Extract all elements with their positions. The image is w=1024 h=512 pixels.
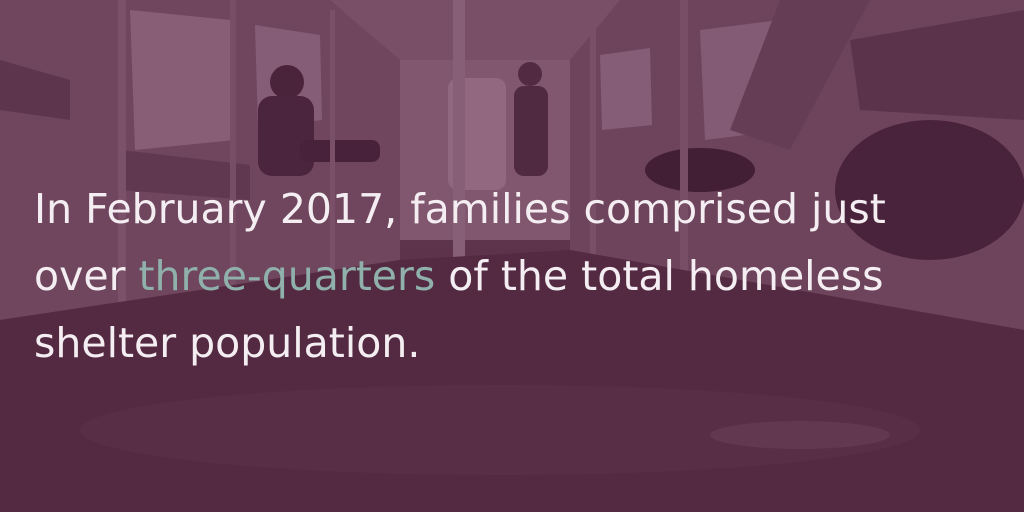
standing-person-head	[518, 62, 542, 86]
right-pole-2	[680, 0, 688, 300]
quote-text: In February 2017, families comprised jus…	[34, 176, 964, 377]
left-seat-far	[120, 150, 250, 200]
standing-person-body	[514, 86, 548, 176]
passenger-shoe	[645, 148, 755, 192]
bag	[835, 120, 1024, 260]
floor-highlight	[710, 421, 890, 449]
right-seat	[850, 10, 1024, 120]
ceiling	[330, 0, 620, 60]
passenger-leg	[730, 0, 870, 150]
floor-reflection	[80, 385, 920, 475]
person-body	[258, 96, 314, 176]
center-pole	[453, 0, 465, 300]
quote-line-2-start: over	[34, 252, 139, 300]
person-head	[270, 65, 304, 99]
left-window-1	[130, 10, 235, 150]
quote-line-1: In February 2017, families comprised jus…	[34, 185, 886, 233]
left-pole-3	[330, 10, 335, 280]
person-leg	[300, 140, 380, 162]
left-pole	[118, 0, 126, 330]
quote-line-2-end: of the total homeless	[435, 252, 884, 300]
right-window-2	[600, 48, 652, 130]
left-pole-2	[230, 0, 236, 300]
quote-highlight: three-quarters	[138, 252, 436, 300]
right-pole	[590, 20, 596, 280]
quote-line-3: shelter population.	[34, 319, 421, 367]
left-seat-near	[0, 60, 70, 120]
